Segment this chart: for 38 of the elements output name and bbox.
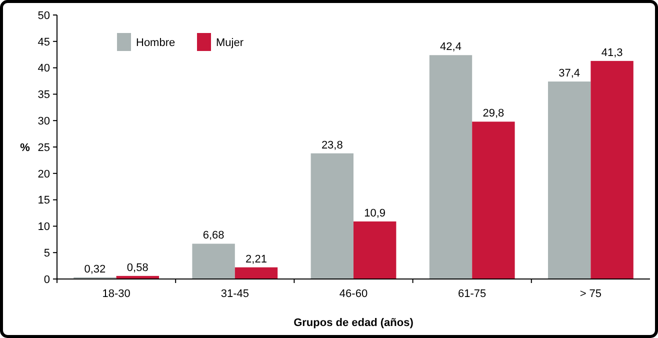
data-label: 37,4 — [558, 68, 580, 80]
y-tick-label: 35 — [38, 89, 50, 102]
bar — [472, 122, 515, 279]
y-tick-label: 30 — [38, 115, 50, 128]
y-tick-label: 5 — [44, 247, 50, 260]
bar — [354, 221, 396, 279]
data-label: 2,21 — [246, 253, 267, 266]
data-label: 0,58 — [126, 262, 148, 274]
y-tick-label: 25 — [38, 142, 50, 154]
y-tick-label: 20 — [38, 168, 50, 180]
bar — [192, 244, 235, 279]
data-label: 10,9 — [364, 207, 386, 220]
x-tick-label: 46-60 — [339, 288, 368, 300]
bar — [429, 55, 472, 279]
x-tick-label: 61-75 — [458, 288, 486, 300]
bar — [590, 60, 634, 279]
x-axis-title: Grupos de edad (años) — [294, 317, 414, 329]
legend-label: Hombre — [136, 36, 176, 49]
y-axis-title: % — [20, 142, 30, 154]
bar — [548, 82, 591, 279]
y-tick-label: 0 — [44, 274, 50, 286]
data-label: 0,32 — [84, 263, 106, 276]
y-tick-label: 45 — [38, 36, 50, 48]
x-tick-label: > 75 — [580, 288, 602, 300]
bar — [234, 267, 278, 279]
y-tick-label: 10 — [38, 221, 50, 234]
x-tick-label: 31-45 — [220, 288, 249, 300]
x-tick-label: 18-30 — [102, 288, 130, 300]
legend-label: Mujer — [216, 36, 244, 49]
data-label: 42,4 — [440, 41, 462, 54]
data-label: 41,3 — [601, 46, 623, 59]
data-label: 6,68 — [202, 230, 224, 242]
bar — [310, 153, 354, 279]
y-tick-label: 15 — [38, 194, 50, 207]
y-tick-label: 50 — [38, 10, 50, 22]
y-tick-label: 40 — [38, 62, 50, 75]
data-label: 23,8 — [321, 139, 343, 152]
data-label: 29,8 — [482, 108, 504, 120]
